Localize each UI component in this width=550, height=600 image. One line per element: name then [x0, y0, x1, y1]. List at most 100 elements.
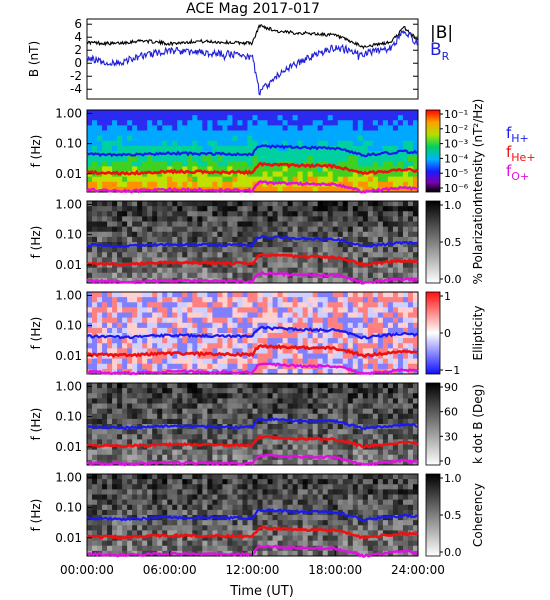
spectrogram-cell: [187, 130, 193, 137]
spectrogram-cell: [347, 302, 354, 308]
spectrogram-cell: [337, 398, 344, 404]
spectrogram-cell: [402, 236, 409, 243]
spectrogram-cell: [272, 439, 278, 445]
spectrogram-cell: [167, 444, 173, 451]
spectrogram-cell: [292, 408, 299, 415]
spectrogram-cell: [202, 302, 208, 308]
spectrogram-cell: [242, 545, 248, 552]
spectral-panels: 1.000.100.01f (Hz)10⁻¹10⁻²10⁻³10⁻⁴10⁻⁵10…: [29, 99, 485, 559]
spectrogram-cell: [212, 322, 218, 329]
spectrogram-cell: [267, 115, 273, 121]
spectrogram-cell: [247, 145, 253, 152]
spectrogram-cell: [332, 262, 339, 269]
spectrogram-cell: [212, 499, 218, 506]
spectrogram-cell: [362, 459, 369, 466]
spectrogram-cell: [282, 226, 289, 233]
spectrogram-cell: [92, 545, 98, 552]
spectrogram-cell: [217, 413, 223, 420]
spectrogram-cell: [137, 307, 143, 313]
spectrogram-cell: [237, 413, 243, 420]
spectrogram-cell: [112, 434, 118, 440]
spectrogram-cell: [102, 474, 108, 480]
spectrogram-cell: [152, 322, 158, 329]
spectrogram-cell: [382, 272, 389, 279]
spectrogram-cell: [312, 257, 319, 263]
spectrogram-cell: [172, 494, 178, 501]
spectrogram-cell: [167, 231, 173, 238]
spectrogram-cell: [232, 317, 238, 324]
spectrogram-cell: [217, 454, 223, 461]
spectrogram-cell: [127, 216, 133, 222]
spectrogram-cell: [367, 216, 374, 222]
spectrogram-cell: [182, 125, 188, 131]
spectrogram-cell: [137, 535, 143, 542]
spectrogram-cell: [217, 525, 223, 531]
spectrogram-cell: [162, 353, 168, 360]
spectrogram-cell: [102, 494, 108, 501]
spectrogram-cell: [397, 434, 404, 440]
spectrogram-cell: [412, 252, 419, 258]
spectrogram-cell: [292, 186, 299, 193]
spectrogram-cell: [407, 302, 414, 308]
spectrogram-cell: [172, 327, 178, 334]
spectrogram-cell: [217, 221, 223, 228]
spectrogram-cell: [292, 135, 299, 142]
spectrogram-cell: [377, 236, 384, 243]
spectrogram-cell: [202, 525, 208, 531]
spectrogram-cell: [327, 110, 334, 116]
spectrogram-cell: [307, 439, 314, 445]
spectrogram-cell: [137, 413, 143, 420]
spectrogram-cell: [382, 166, 389, 172]
spectrogram-cell: [402, 459, 409, 466]
spectrogram-cell: [142, 439, 148, 445]
spectrogram-cell: [242, 206, 248, 212]
spectrogram-cell: [252, 434, 258, 440]
spectrogram-cell: [262, 348, 268, 354]
spectrogram-cell: [337, 156, 344, 162]
spectrogram-cell: [302, 145, 309, 152]
spectrogram-cell: [342, 333, 349, 339]
spectrogram-cell: [342, 454, 349, 461]
spectrogram-cell: [157, 257, 163, 263]
spectrogram-cell: [302, 242, 309, 248]
spectrogram-cell: [362, 434, 369, 440]
spectrogram-cell: [262, 535, 268, 542]
spectrogram-cell: [277, 140, 283, 147]
spectrogram-cell: [207, 307, 213, 313]
spectrogram-cell: [362, 120, 369, 126]
spectrogram-cell: [307, 257, 314, 263]
spectrogram-cell: [352, 403, 359, 410]
spectrogram-cell: [392, 444, 399, 451]
spectrogram-cell: [412, 145, 419, 152]
spectrogram-cell: [92, 343, 98, 349]
spectrogram-cell: [402, 368, 409, 375]
spectrogram-cell: [192, 413, 198, 420]
spectrogram-cell: [197, 206, 203, 212]
spectrogram-cell: [97, 140, 103, 147]
spectrogram-cell: [247, 383, 253, 389]
spectrogram-cell: [177, 216, 183, 222]
spectrogram-cell: [292, 424, 299, 430]
spectrogram-cell: [97, 125, 103, 131]
spectrogram-cell: [407, 429, 414, 435]
spectrogram-cell: [357, 439, 364, 445]
spectrogram-cell: [197, 201, 203, 207]
spectrogram-cell: [312, 358, 319, 365]
spectrogram-cell: [297, 317, 304, 324]
spectrogram-cell: [177, 509, 183, 516]
spectrogram-cell: [167, 181, 173, 188]
spectrogram-cell: [227, 348, 233, 354]
spectrogram-cell: [157, 509, 163, 516]
spectrogram-cell: [312, 343, 319, 349]
spectrogram-cell: [332, 247, 339, 253]
spectrogram-cell: [322, 307, 329, 313]
spectrogram-cell: [232, 403, 238, 410]
spectrogram-cell: [262, 297, 268, 303]
spectrogram-cell: [92, 252, 98, 258]
spectrogram-cell: [257, 115, 263, 121]
spectrogram-cell: [342, 216, 349, 222]
spectrogram-cell: [207, 252, 213, 258]
spectrogram-cell: [412, 236, 419, 243]
spectrogram-cell: [117, 302, 123, 308]
spectrogram-cell: [97, 494, 103, 501]
